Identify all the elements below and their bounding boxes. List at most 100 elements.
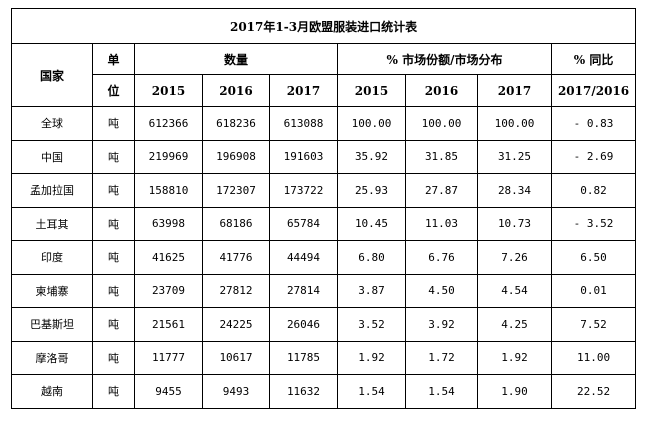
header-quantity: 数量: [134, 43, 338, 75]
quantity-2015-cell: 9455: [134, 374, 203, 409]
share-2016-cell: 31.85: [405, 139, 478, 174]
header-country: 国家: [11, 43, 93, 107]
quantity-2016-cell: 27812: [202, 273, 270, 308]
share-2016-cell: 1.54: [405, 374, 478, 409]
header-share-2016: 2016: [405, 74, 478, 107]
quantity-2017-cell: 11785: [269, 340, 338, 375]
header-yoy-period: 2017/2016: [550, 74, 637, 107]
share-2015-cell: 3.87: [337, 273, 406, 308]
quantity-2015-cell: 219969: [134, 139, 203, 174]
table-row: 孟加拉国 吨 158810 172307 173722 25.93 27.87 …: [11, 173, 637, 208]
yoy-cell: 6.50: [550, 240, 637, 275]
share-2016-cell: 11.03: [405, 206, 478, 241]
table-row: 越南 吨 9455 9493 11632 1.54 1.54 1.90 22.5…: [11, 374, 637, 409]
quantity-2016-cell: 196908: [202, 139, 270, 174]
eu-apparel-import-table: 2017年1-3月欧盟服装进口统计表 国家 单 数量 % 市场份额/市场分布 %…: [10, 8, 637, 409]
quantity-2017-cell: 191603: [269, 139, 338, 174]
share-2015-cell: 3.52: [337, 307, 406, 342]
table-row: 中国 吨 219969 196908 191603 35.92 31.85 31…: [11, 139, 637, 174]
share-2015-cell: 35.92: [337, 139, 406, 174]
quantity-2017-cell: 173722: [269, 173, 338, 208]
share-2017-cell: 10.73: [477, 206, 552, 241]
yoy-cell: - 3.52: [550, 206, 637, 241]
unit-cell: 吨: [92, 273, 135, 308]
unit-cell: 吨: [92, 206, 135, 241]
quantity-2015-cell: 612366: [134, 106, 203, 141]
share-2017-cell: 31.25: [477, 139, 552, 174]
share-2016-cell: 6.76: [405, 240, 478, 275]
country-cell: 全球: [11, 106, 93, 141]
share-2015-cell: 1.54: [337, 374, 406, 409]
header-share-2017: 2017: [477, 74, 552, 107]
unit-cell: 吨: [92, 307, 135, 342]
header-unit-bottom: 位: [92, 74, 135, 107]
quantity-2016-cell: 41776: [202, 240, 270, 275]
table-row: 全球 吨 612366 618236 613088 100.00 100.00 …: [11, 106, 637, 141]
quantity-2017-cell: 44494: [269, 240, 338, 275]
quantity-2017-cell: 65784: [269, 206, 338, 241]
quantity-2015-cell: 21561: [134, 307, 203, 342]
quantity-2015-cell: 158810: [134, 173, 203, 208]
yoy-cell: - 2.69: [550, 139, 637, 174]
share-2017-cell: 1.90: [477, 374, 552, 409]
quantity-2015-cell: 63998: [134, 206, 203, 241]
unit-cell: 吨: [92, 374, 135, 409]
share-2015-cell: 25.93: [337, 173, 406, 208]
country-cell: 中国: [11, 139, 93, 174]
share-2017-cell: 4.25: [477, 307, 552, 342]
table-row: 印度 吨 41625 41776 44494 6.80 6.76 7.26 6.…: [11, 240, 637, 275]
quantity-2017-cell: 11632: [269, 374, 338, 409]
share-2015-cell: 1.92: [337, 340, 406, 375]
share-2016-cell: 4.50: [405, 273, 478, 308]
header-yoy: % 同比: [550, 43, 637, 75]
country-cell: 孟加拉国: [11, 173, 93, 208]
unit-cell: 吨: [92, 106, 135, 141]
share-2016-cell: 1.72: [405, 340, 478, 375]
header-share-2015: 2015: [337, 74, 406, 107]
share-2017-cell: 4.54: [477, 273, 552, 308]
country-cell: 摩洛哥: [11, 340, 93, 375]
country-cell: 土耳其: [11, 206, 93, 241]
yoy-cell: 22.52: [550, 374, 637, 409]
share-2016-cell: 27.87: [405, 173, 478, 208]
unit-cell: 吨: [92, 173, 135, 208]
share-2015-cell: 10.45: [337, 206, 406, 241]
quantity-2017-cell: 27814: [269, 273, 338, 308]
country-cell: 越南: [11, 374, 93, 409]
table-row: 柬埔寨 吨 23709 27812 27814 3.87 4.50 4.54 0…: [11, 273, 637, 308]
unit-cell: 吨: [92, 139, 135, 174]
country-cell: 巴基斯坦: [11, 307, 93, 342]
share-2015-cell: 6.80: [337, 240, 406, 275]
share-2017-cell: 7.26: [477, 240, 552, 275]
yoy-cell: 0.82: [550, 173, 637, 208]
quantity-2016-cell: 24225: [202, 307, 270, 342]
unit-cell: 吨: [92, 240, 135, 275]
quantity-2015-cell: 11777: [134, 340, 203, 375]
yoy-cell: 7.52: [550, 307, 637, 342]
quantity-2016-cell: 172307: [202, 173, 270, 208]
quantity-2017-cell: 26046: [269, 307, 338, 342]
share-2016-cell: 3.92: [405, 307, 478, 342]
quantity-2016-cell: 9493: [202, 374, 270, 409]
quantity-2016-cell: 68186: [202, 206, 270, 241]
country-cell: 柬埔寨: [11, 273, 93, 308]
quantity-2015-cell: 41625: [134, 240, 203, 275]
header-quantity-2016: 2016: [202, 74, 270, 107]
table-row: 土耳其 吨 63998 68186 65784 10.45 11.03 10.7…: [11, 206, 637, 241]
header-quantity-2015: 2015: [134, 74, 203, 107]
share-2015-cell: 100.00: [337, 106, 406, 141]
header-market-share: % 市场份额/市场分布: [337, 43, 552, 75]
share-2017-cell: 28.34: [477, 173, 552, 208]
header-unit-top: 单: [92, 43, 135, 75]
quantity-2016-cell: 10617: [202, 340, 270, 375]
yoy-cell: 11.00: [550, 340, 637, 375]
yoy-cell: 0.01: [550, 273, 637, 308]
table-title: 2017年1-3月欧盟服装进口统计表: [10, 8, 637, 44]
quantity-2017-cell: 613088: [269, 106, 338, 141]
table-row: 巴基斯坦 吨 21561 24225 26046 3.52 3.92 4.25 …: [11, 307, 637, 342]
share-2016-cell: 100.00: [405, 106, 478, 141]
share-2017-cell: 1.92: [477, 340, 552, 375]
unit-cell: 吨: [92, 340, 135, 375]
header-quantity-2017: 2017: [269, 74, 338, 107]
table-row: 摩洛哥 吨 11777 10617 11785 1.92 1.72 1.92 1…: [11, 340, 637, 375]
